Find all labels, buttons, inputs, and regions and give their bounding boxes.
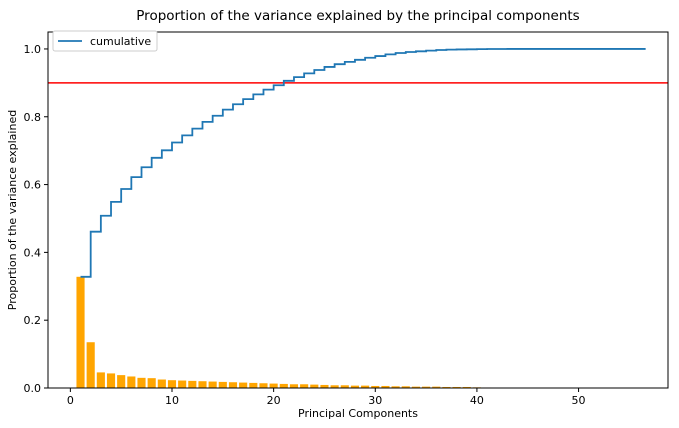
legend-label-cumulative: cumulative xyxy=(90,35,151,48)
bar-pc-19 xyxy=(259,383,268,388)
bar-pc-7 xyxy=(137,377,146,388)
bar-pc-12 xyxy=(188,380,197,388)
x-axis: 0 10 20 30 40 50 xyxy=(67,388,586,407)
legend-box xyxy=(52,30,158,52)
chart-title: Proportion of the variance explained by … xyxy=(136,8,579,24)
cumulative-line xyxy=(80,48,646,278)
y-tick-label: 0.4 xyxy=(24,246,42,259)
bar-pc-36 xyxy=(432,386,441,388)
x-tick-label: 30 xyxy=(368,394,382,407)
bar-pc-30 xyxy=(371,385,380,388)
bar-pc-9 xyxy=(157,379,166,388)
bar-pc-8 xyxy=(147,378,156,388)
bar-pc-24 xyxy=(310,384,319,388)
x-tick-label: 50 xyxy=(572,394,586,407)
y-tick-label: 0.8 xyxy=(24,111,42,124)
bar-pc-25 xyxy=(320,384,329,388)
bar-pc-23 xyxy=(300,384,309,388)
plot-frame xyxy=(47,31,669,389)
bar-pc-22 xyxy=(289,384,299,388)
x-tick-label: 0 xyxy=(67,394,74,407)
bar-pc-38 xyxy=(452,386,461,388)
bar-pc-31 xyxy=(381,385,390,388)
bar-pc-20 xyxy=(269,383,278,388)
x-tick-label: 40 xyxy=(470,394,484,407)
x-tick-label: 20 xyxy=(267,394,281,407)
bar-pc-2 xyxy=(86,342,95,388)
bar-pc-33 xyxy=(401,386,410,388)
bar-pc-15 xyxy=(218,381,227,388)
y-tick-label: 0.2 xyxy=(24,314,42,327)
y-tick-label: 0.6 xyxy=(24,179,42,192)
x-axis-label: Principal Components xyxy=(298,407,418,420)
bar-pc-11 xyxy=(178,380,187,388)
bar-pc-21 xyxy=(279,383,288,388)
bar-pc-5 xyxy=(117,375,126,388)
bar-pc-13 xyxy=(198,381,207,388)
bar-pc-17 xyxy=(239,382,248,388)
x-tick-label: 10 xyxy=(165,394,179,407)
bar-pc-26 xyxy=(330,385,339,388)
bar-pc-16 xyxy=(228,382,238,388)
bar-pc-28 xyxy=(350,385,360,388)
bar-pc-37 xyxy=(442,386,451,388)
bar-pc-10 xyxy=(167,380,177,388)
bar-pc-39 xyxy=(462,386,471,388)
y-axis-label: Proportion of the variance explained xyxy=(6,110,19,310)
bar-pc-34 xyxy=(411,386,420,388)
y-tick-label: 0.0 xyxy=(24,382,42,395)
bar-pc-35 xyxy=(422,386,431,388)
legend: cumulative xyxy=(52,30,158,52)
y-tick-label: 1.0 xyxy=(24,43,42,56)
bar-pc-29 xyxy=(361,385,370,388)
bar-pc-18 xyxy=(249,382,258,388)
bar-pc-3 xyxy=(96,372,105,388)
y-axis: 0.0 0.2 0.4 0.6 0.8 1.0 xyxy=(24,43,48,395)
bar-pc-32 xyxy=(391,386,400,388)
cumulative-layer xyxy=(80,48,646,278)
bar-pc-27 xyxy=(340,385,349,388)
bars-layer xyxy=(76,276,644,388)
bar-pc-14 xyxy=(208,381,217,388)
bar-pc-6 xyxy=(127,376,136,388)
bar-pc-1 xyxy=(76,276,85,388)
bar-pc-4 xyxy=(106,373,116,388)
